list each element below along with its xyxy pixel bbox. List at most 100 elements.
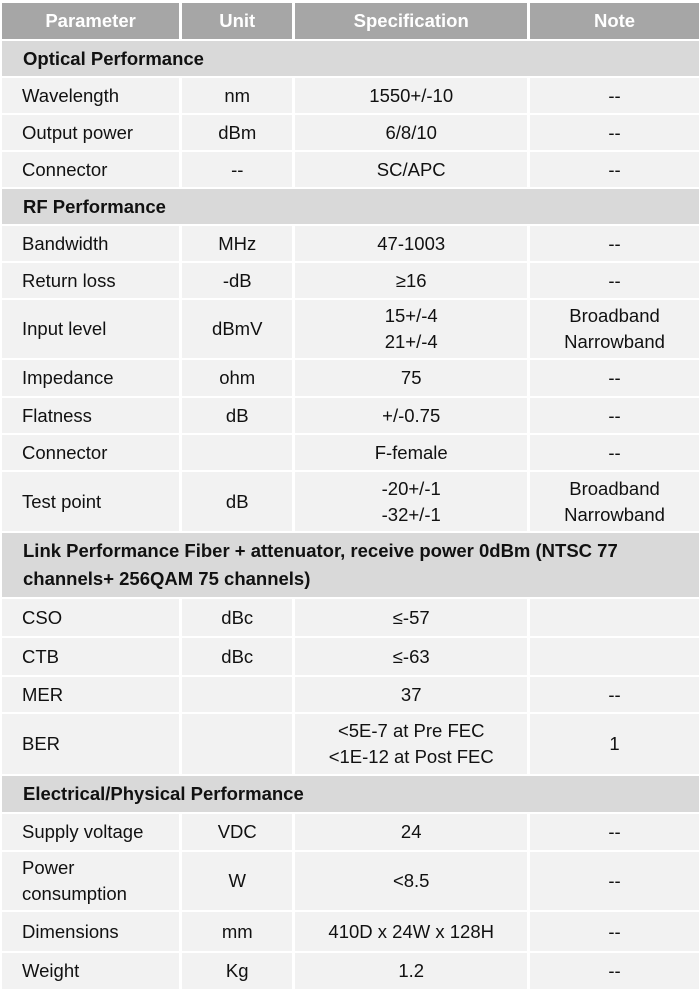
section-header-row: RF Performance [2, 189, 699, 224]
unit-cell: -dB [182, 263, 293, 298]
specification-cell: 75 [295, 360, 528, 396]
unit-cell: Kg [182, 953, 293, 989]
parameter-cell: Flatness [2, 398, 180, 433]
parameter-cell: Power consumption [2, 852, 180, 910]
section-title: Link Performance Fiber + attenuator, rec… [2, 533, 699, 597]
parameter-cell: Output power [2, 115, 180, 150]
parameter-line: consumption [22, 883, 127, 904]
specification-cell: SC/APC [295, 152, 528, 187]
note-line: Broadband [569, 305, 660, 326]
parameter-cell: Return loss [2, 263, 180, 298]
specification-cell: 15+/-4 21+/-4 [295, 300, 528, 358]
parameter-cell: MER [2, 677, 180, 712]
header-unit: Unit [182, 3, 293, 39]
specification-cell: -20+/-1 -32+/-1 [295, 472, 528, 531]
section-title: RF Performance [2, 189, 699, 224]
specification-cell: 1.2 [295, 953, 528, 989]
note-cell: 1 [530, 714, 699, 774]
unit-cell: dB [182, 472, 293, 531]
parameter-cell: Bandwidth [2, 226, 180, 261]
specification-line: 15+/-4 [384, 305, 438, 326]
note-cell: -- [530, 435, 699, 470]
specification-line: <1E-12 at Post FEC [328, 746, 494, 767]
specification-cell: <5E-7 at Pre FEC <1E-12 at Post FEC [295, 714, 528, 774]
note-cell: -- [530, 398, 699, 433]
parameter-cell: CTB [2, 638, 180, 675]
specification-cell: 1550+/-10 [295, 78, 528, 113]
table-row: Connector F-female -- [2, 435, 699, 470]
unit-cell: VDC [182, 814, 293, 850]
note-line: Narrowband [564, 331, 665, 352]
table-row: Connector -- SC/APC -- [2, 152, 699, 187]
parameter-cell: Input level [2, 300, 180, 358]
section-header-row: Optical Performance [2, 41, 699, 76]
table-row: Return loss -dB ≥16 -- [2, 263, 699, 298]
specification-line: 21+/-4 [384, 331, 438, 352]
specification-cell: ≥16 [295, 263, 528, 298]
header-parameter: Parameter [2, 3, 180, 39]
parameter-cell: Dimensions [2, 912, 180, 951]
unit-cell [182, 677, 293, 712]
parameter-line: Power [22, 857, 75, 878]
note-cell: Broadband Narrowband [530, 300, 699, 358]
parameter-cell: Test point [2, 472, 180, 531]
specification-line: -32+/-1 [381, 503, 441, 525]
note-cell: -- [530, 852, 699, 910]
unit-cell [182, 435, 293, 470]
table-row: BER <5E-7 at Pre FEC <1E-12 at Post FEC 1 [2, 714, 699, 774]
table-row: Power consumption W <8.5 -- [2, 852, 699, 910]
note-cell: -- [530, 226, 699, 261]
specification-cell: 37 [295, 677, 528, 712]
parameter-cell: Weight [2, 953, 180, 989]
note-line: Narrowband [564, 503, 665, 525]
unit-cell: dB [182, 398, 293, 433]
table-row: Flatness dB +/-0.75 -- [2, 398, 699, 433]
table-row: Wavelength nm 1550+/-10 -- [2, 78, 699, 113]
unit-cell: dBc [182, 599, 293, 636]
table-row: Bandwidth MHz 47-1003 -- [2, 226, 699, 261]
header-row: Parameter Unit Specification Note [2, 3, 699, 39]
section-header-row: Link Performance Fiber + attenuator, rec… [2, 533, 699, 597]
header-specification: Specification [295, 3, 528, 39]
table-row: Impedance ohm 75 -- [2, 360, 699, 396]
unit-cell: dBc [182, 638, 293, 675]
note-line: Broadband [569, 477, 660, 499]
section-header-row: Electrical/Physical Performance [2, 776, 699, 812]
note-cell: -- [530, 360, 699, 396]
unit-cell: W [182, 852, 293, 910]
parameter-cell: Supply voltage [2, 814, 180, 850]
specification-line: -20+/-1 [381, 477, 441, 499]
note-cell: -- [530, 152, 699, 187]
note-cell: -- [530, 953, 699, 989]
specification-cell: ≤-63 [295, 638, 528, 675]
specification-line: <5E-7 at Pre FEC [337, 720, 485, 741]
unit-cell: dBmV [182, 300, 293, 358]
table-row: Dimensions mm 410D x 24W x 128H -- [2, 912, 699, 951]
table-row: CTB dBc ≤-63 [2, 638, 699, 675]
parameter-cell: BER [2, 714, 180, 774]
specification-cell: 410D x 24W x 128H [295, 912, 528, 951]
unit-cell: MHz [182, 226, 293, 261]
note-cell: -- [530, 912, 699, 951]
table-row: Test point dB -20+/-1 -32+/-1 Broadband Narro… [2, 472, 699, 531]
table-row: MER 37 -- [2, 677, 699, 712]
unit-cell: -- [182, 152, 293, 187]
note-cell: -- [530, 115, 699, 150]
specification-cell: 24 [295, 814, 528, 850]
note-cell: -- [530, 263, 699, 298]
specification-cell: 47-1003 [295, 226, 528, 261]
unit-cell: ohm [182, 360, 293, 396]
parameter-cell: Impedance [2, 360, 180, 396]
table-row: Input level dBmV 15+/-4 21+/-4 Broadband Narr… [2, 300, 699, 358]
note-cell: -- [530, 677, 699, 712]
table-row: CSO dBc ≤-57 [2, 599, 699, 636]
header-note: Note [530, 3, 699, 39]
table-row: Output power dBm 6/8/10 -- [2, 115, 699, 150]
unit-cell [182, 714, 293, 774]
parameter-cell: Connector [2, 152, 180, 187]
section-title: Optical Performance [2, 41, 699, 76]
parameter-cell: Wavelength [2, 78, 180, 113]
parameter-cell: CSO [2, 599, 180, 636]
specification-cell: +/-0.75 [295, 398, 528, 433]
